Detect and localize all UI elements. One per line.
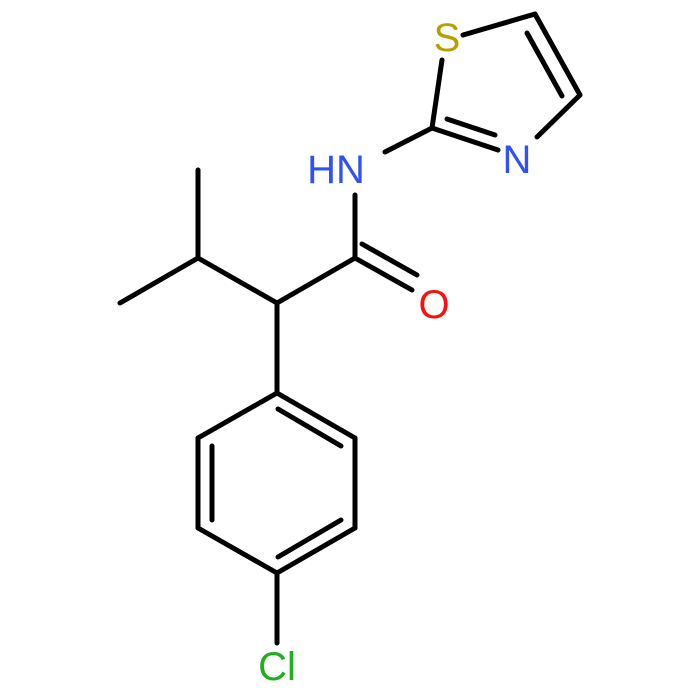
bond xyxy=(117,255,201,306)
atom-label: O xyxy=(418,283,449,327)
bond xyxy=(275,517,344,560)
bond xyxy=(532,11,583,98)
bond xyxy=(195,525,280,576)
bond xyxy=(444,116,498,138)
bond xyxy=(275,406,344,449)
bond xyxy=(429,57,445,131)
atom-label: Cl xyxy=(258,645,296,689)
bond xyxy=(429,125,501,153)
bond xyxy=(195,255,280,306)
bond xyxy=(534,92,583,140)
bond xyxy=(274,255,358,306)
bond xyxy=(274,525,358,576)
bond xyxy=(352,255,415,293)
bond xyxy=(359,241,420,278)
atom-label: N xyxy=(503,138,532,182)
bonds xyxy=(117,11,583,646)
atom-label: HN xyxy=(307,148,365,192)
bond xyxy=(195,390,280,441)
bond xyxy=(382,125,435,155)
atom-label: S xyxy=(434,16,461,60)
bond xyxy=(274,390,358,441)
bond xyxy=(524,30,565,99)
bond xyxy=(460,11,538,38)
